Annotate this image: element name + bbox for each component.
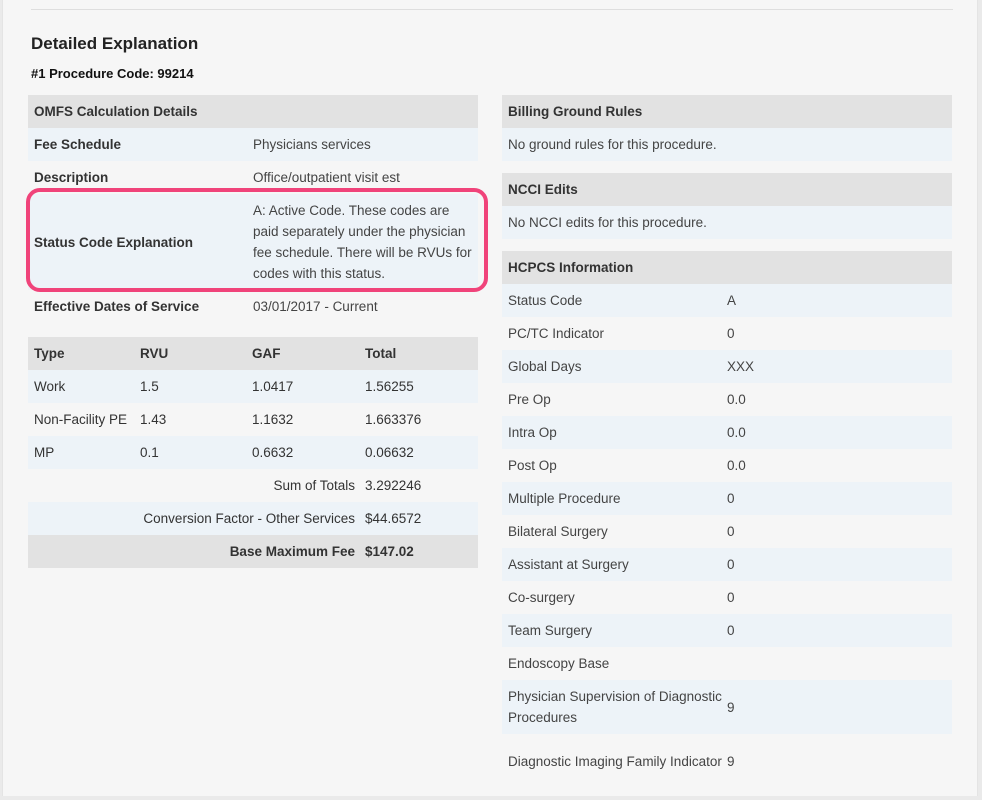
hcpcs-row: Bilateral Surgery 0 [502, 515, 952, 548]
hcpcs-label: Global Days [508, 359, 582, 374]
hcpcs-row: Assistant at Surgery 0 [502, 548, 952, 581]
omfs-label: Description [34, 170, 109, 185]
conversion-factor-row: Conversion Factor - Other Services $44.6… [28, 502, 478, 535]
hcpcs-row: Global Days XXX [502, 350, 952, 383]
hcpcs-row: Physician Supervision of Diagnostic Proc… [502, 680, 952, 734]
hcpcs-row: Status Code A [502, 284, 952, 317]
cell-rvu: 1.5 [140, 379, 159, 394]
procedure-code-label: #1 Procedure Code: 99214 [31, 66, 194, 81]
right-info-panel: Billing Ground Rules No ground rules for… [502, 95, 952, 800]
hcpcs-label: Multiple Procedure [508, 491, 621, 506]
hcpcs-row: Post Op 0.0 [502, 449, 952, 482]
hcpcs-row: Endoscopy Base [502, 647, 952, 680]
hcpcs-information-header: HCPCS Information [502, 251, 952, 284]
top-divider [31, 9, 953, 10]
ncci-edits-section: NCCI Edits No NCCI edits for this proced… [502, 173, 952, 239]
column-header: GAF [252, 346, 281, 361]
omfs-label: Fee Schedule [34, 137, 122, 152]
hcpcs-value: 9 [727, 699, 735, 715]
hcpcs-value: 0 [727, 326, 735, 341]
rvu-table: Type RVU GAF Total Work 1.5 1.0417 1.562… [28, 337, 478, 568]
hcpcs-label: Endoscopy Base [508, 656, 610, 671]
conversion-factor-value: $44.6572 [365, 511, 422, 526]
hcpcs-value: 0 [727, 557, 735, 572]
cell-gaf: 1.1632 [252, 412, 294, 427]
hcpcs-value: XXX [727, 359, 755, 374]
omfs-label: Effective Dates of Service [34, 299, 200, 314]
hcpcs-label: Co-surgery [508, 590, 575, 605]
hcpcs-row: Pre Op 0.0 [502, 383, 952, 416]
hcpcs-value: 0.0 [727, 458, 746, 473]
column-header: RVU [140, 346, 169, 361]
hcpcs-rows: Status Code A PC/TC Indicator 0 Global Days X… [502, 284, 952, 788]
cell-gaf: 1.0417 [252, 379, 294, 394]
hcpcs-value: 0.0 [727, 392, 746, 407]
cell-total: 1.56255 [365, 379, 414, 394]
hcpcs-row: Co-surgery 0 [502, 581, 952, 614]
sum-of-totals-value: 3.292246 [365, 478, 422, 493]
conversion-factor-label: Conversion Factor - Other Services [143, 511, 355, 526]
hcpcs-row: Multiple Procedure 0 [502, 482, 952, 515]
sum-of-totals-row: Sum of Totals 3.292246 [28, 469, 478, 502]
cell-total: 0.06632 [365, 445, 414, 460]
hcpcs-label: Post Op [508, 458, 557, 473]
omfs-value: 03/01/2017 - Current [253, 299, 378, 314]
omfs-label: Status Code Explanation [34, 234, 194, 250]
hcpcs-label: Physician Supervision of Diagnostic Proc… [508, 689, 722, 725]
column-header: Total [365, 346, 397, 361]
sum-of-totals-label: Sum of Totals [273, 478, 355, 493]
hcpcs-label: Status Code [508, 293, 583, 308]
omfs-row-description: Description Office/outpatient visit est [28, 161, 478, 194]
hcpcs-value: 0 [727, 491, 735, 506]
hcpcs-value: 9 [727, 753, 735, 769]
omfs-row-fee-schedule: Fee Schedule Physicians services [28, 128, 478, 161]
cell-type: MP [34, 445, 55, 460]
hcpcs-label: PC/TC Indicator [508, 326, 605, 341]
omfs-calculation-panel: OMFS Calculation Details Fee Schedule Ph… [28, 95, 478, 568]
ncci-edits-header: NCCI Edits [502, 173, 952, 206]
billing-ground-rules-header: Billing Ground Rules [502, 95, 952, 128]
omfs-value: Physicians services [253, 137, 371, 152]
hcpcs-row: PC/TC Indicator 0 [502, 317, 952, 350]
section-title: Detailed Explanation [31, 34, 199, 53]
cell-type: Work [34, 379, 66, 394]
hcpcs-value: 0 [727, 524, 735, 539]
hcpcs-value: 0 [727, 623, 735, 638]
billing-ground-rules-text: No ground rules for this procedure. [502, 128, 952, 161]
hcpcs-label: Pre Op [508, 392, 551, 407]
rvu-table-header: Type RVU GAF Total [28, 337, 478, 370]
omfs-value: A: Active Code. These codes are paid sep… [253, 203, 472, 281]
hcpcs-information-section: HCPCS Information Status Code A PC/TC Indi… [502, 251, 952, 788]
omfs-value: Office/outpatient visit est [253, 170, 400, 185]
hcpcs-value: 0 [727, 590, 735, 605]
billing-ground-rules-section: Billing Ground Rules No ground rules for… [502, 95, 952, 161]
hcpcs-row: Intra Op 0.0 [502, 416, 952, 449]
hcpcs-label: Team Surgery [508, 623, 593, 638]
omfs-row-effective-dates: Effective Dates of Service 03/01/2017 - … [28, 290, 478, 323]
base-maximum-fee-value: $147.02 [365, 544, 414, 559]
hcpcs-row: Team Surgery 0 [502, 614, 952, 647]
cell-gaf: 0.6632 [252, 445, 294, 460]
omfs-header: OMFS Calculation Details [28, 95, 478, 128]
cell-rvu: 0.1 [140, 445, 159, 460]
hcpcs-label: Intra Op [508, 425, 557, 440]
table-row: Non-Facility PE 1.43 1.1632 1.663376 [28, 403, 478, 436]
base-maximum-fee-label: Base Maximum Fee [229, 544, 355, 559]
omfs-row-status-code-explanation: Status Code Explanation A: Active Code. … [28, 194, 478, 290]
ncci-edits-text: No NCCI edits for this procedure. [502, 206, 952, 239]
cell-type: Non-Facility PE [34, 412, 128, 427]
table-row: MP 0.1 0.6632 0.06632 [28, 436, 478, 469]
hcpcs-label: Diagnostic Imaging Family Indicator [508, 753, 722, 769]
hcpcs-value: 0.0 [727, 425, 746, 440]
cell-total: 1.663376 [365, 412, 422, 427]
cell-rvu: 1.43 [140, 412, 167, 427]
hcpcs-row: Diagnostic Imaging Family Indicator 9 [502, 734, 952, 788]
hcpcs-label: Bilateral Surgery [508, 524, 608, 539]
base-maximum-fee-row: Base Maximum Fee $147.02 [28, 535, 478, 568]
table-row: Work 1.5 1.0417 1.56255 [28, 370, 478, 403]
hcpcs-label: Assistant at Surgery [508, 557, 629, 572]
column-header: Type [34, 346, 65, 361]
hcpcs-value: A [727, 293, 737, 308]
